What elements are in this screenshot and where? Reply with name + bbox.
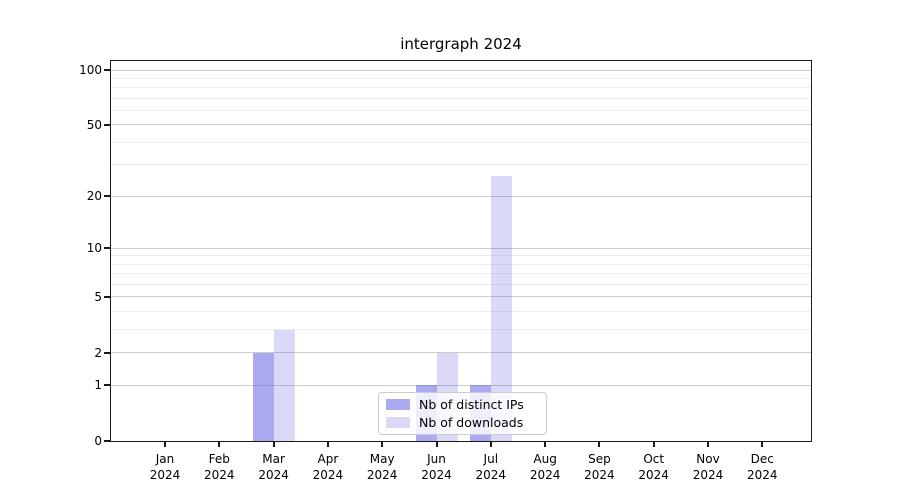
minor-gridline-90 bbox=[111, 77, 811, 79]
x-axis-tick-dec bbox=[761, 442, 764, 447]
y-axis-tick-label-5: 5 bbox=[94, 289, 102, 304]
chart-title: intergraph 2024 bbox=[400, 35, 522, 53]
y-axis-tick-100 bbox=[104, 69, 110, 72]
x-axis-tick-jan bbox=[164, 442, 166, 447]
bar-downloads-jul bbox=[490, 176, 512, 441]
x-axis-tick-label-aug: Aug 2024 bbox=[529, 452, 561, 482]
legend-swatch-distinct-ips bbox=[386, 399, 410, 410]
x-axis-tick-jun bbox=[435, 442, 438, 447]
minor-gridline-70 bbox=[111, 97, 811, 99]
x-axis-tick-label-jan: Jan 2024 bbox=[149, 452, 181, 482]
major-gridline-2 bbox=[111, 352, 811, 354]
legend-label-downloads: Nb of downloads bbox=[419, 415, 524, 430]
major-gridline-50 bbox=[111, 124, 811, 126]
y-axis-tick-0 bbox=[104, 440, 110, 442]
x-axis-tick-may bbox=[381, 442, 384, 447]
x-axis-tick-label-feb: Feb 2024 bbox=[204, 452, 235, 482]
y-axis-tick-label-20: 20 bbox=[86, 189, 102, 204]
x-axis-tick-oct bbox=[652, 442, 655, 447]
legend-item-downloads: Nb of downloads bbox=[386, 415, 539, 430]
major-gridline-1 bbox=[111, 384, 811, 386]
x-axis-tick-label-may: May 2024 bbox=[366, 452, 398, 482]
major-gridline-20 bbox=[111, 195, 811, 197]
minor-gridline-80 bbox=[111, 87, 811, 89]
major-gridline-5 bbox=[111, 296, 811, 298]
minor-gridline-4 bbox=[111, 311, 811, 313]
x-axis-tick-label-dec: Dec 2024 bbox=[747, 452, 778, 482]
minor-gridline-9 bbox=[111, 255, 811, 257]
x-axis-tick-label-apr: Apr 2024 bbox=[312, 452, 344, 482]
minor-gridline-30 bbox=[111, 164, 811, 166]
legend-label-distinct-ips: Nb of distinct IPs bbox=[419, 397, 524, 412]
minor-gridline-7 bbox=[111, 273, 811, 275]
x-axis-tick-label-jun: Jun 2024 bbox=[421, 452, 452, 482]
y-axis-tick-1 bbox=[104, 384, 110, 387]
minor-gridline-40 bbox=[111, 141, 811, 143]
y-axis-tick-label-1: 1 bbox=[94, 378, 102, 393]
bar-distinct-ips-mar bbox=[252, 352, 274, 441]
y-axis-tick-label-50: 50 bbox=[86, 117, 102, 132]
plot-area bbox=[110, 60, 812, 442]
major-gridline-10 bbox=[111, 247, 811, 249]
y-axis-tick-label-10: 10 bbox=[86, 241, 102, 256]
y-axis-tick-10 bbox=[104, 247, 110, 250]
x-axis-tick-label-sep: Sep 2024 bbox=[584, 452, 615, 482]
minor-gridline-3 bbox=[111, 329, 811, 331]
x-axis-tick-jul bbox=[489, 442, 492, 447]
x-axis-tick-label-nov: Nov 2024 bbox=[692, 452, 724, 482]
minor-gridline-60 bbox=[111, 110, 811, 112]
y-axis-tick-5 bbox=[104, 295, 110, 298]
bar-downloads-mar bbox=[273, 329, 295, 441]
x-axis-tick-nov bbox=[707, 442, 709, 447]
minor-gridline-8 bbox=[111, 263, 811, 265]
x-axis-tick-label-oct: Oct 2024 bbox=[638, 452, 669, 482]
y-axis-tick-label-0: 0 bbox=[94, 434, 102, 448]
x-axis-tick-apr bbox=[326, 442, 329, 447]
x-axis-tick-label-jul: Jul 2024 bbox=[475, 452, 507, 482]
y-axis-tick-label-100: 100 bbox=[79, 63, 102, 78]
legend-item-distinct-ips: Nb of distinct IPs bbox=[386, 397, 539, 412]
legend-swatch-downloads bbox=[386, 417, 410, 428]
minor-gridline-6 bbox=[111, 284, 811, 286]
major-gridline-100 bbox=[111, 69, 811, 71]
x-axis-tick-aug bbox=[544, 442, 547, 447]
y-axis-tick-2 bbox=[104, 351, 110, 354]
y-axis-tick-50 bbox=[104, 123, 110, 126]
x-axis-tick-feb bbox=[218, 442, 221, 447]
x-axis-tick-label-mar: Mar 2024 bbox=[258, 452, 289, 482]
legend: Nb of distinct IPs Nb of downloads bbox=[378, 392, 547, 435]
y-axis-tick-20 bbox=[104, 195, 110, 198]
y-axis-tick-label-2: 2 bbox=[94, 345, 102, 360]
x-axis-tick-mar bbox=[272, 442, 275, 447]
x-axis-tick-sep bbox=[598, 442, 601, 447]
